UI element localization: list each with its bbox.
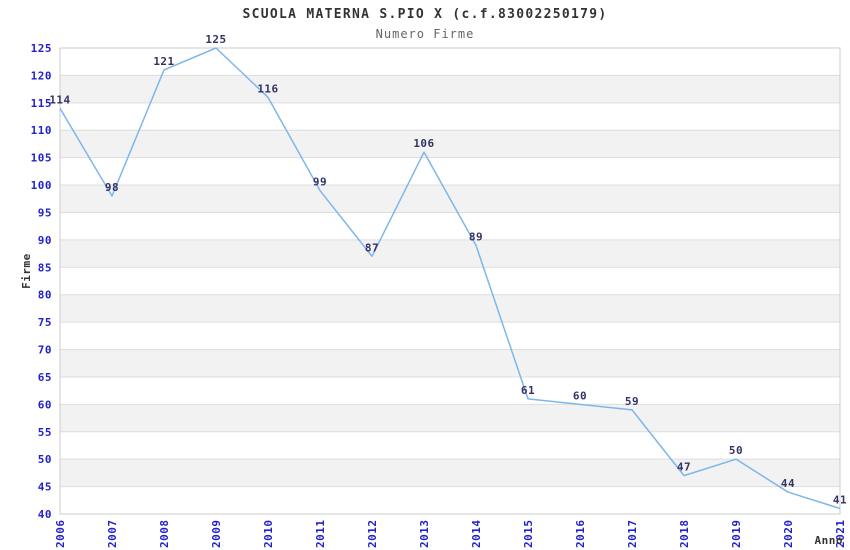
y-tick-label: 50 [38,453,52,466]
y-tick-label: 110 [31,124,52,137]
data-point-label: 87 [365,241,379,254]
y-tick-label: 120 [31,69,52,82]
data-labels-layer: 114 98 121 125 116 99 87 106 89 61 60 59 47 50 44 41 [49,33,847,507]
data-point-label: 47 [677,461,691,474]
data-point-label: 116 [257,82,278,95]
y-tick-label: 55 [38,426,52,439]
y-tick-label: 80 [38,289,52,302]
grid-band [60,239,840,268]
y-tick-label: 115 [31,97,52,110]
x-tick-label: 2017 [626,520,639,549]
x-tick-label: 2010 [262,520,275,549]
data-point-label: 44 [781,477,795,490]
x-tick-label: 2009 [210,520,223,549]
x-tick-label: 2013 [418,520,431,549]
bands-layer [60,75,840,487]
grid-band [60,294,840,323]
data-point-label: 60 [573,389,587,402]
y-tick-label: 75 [38,316,52,329]
x-tick-label: 2021 [834,520,847,549]
grid-band [60,75,840,103]
y-tick-label: 65 [38,371,52,384]
data-point-label: 98 [105,181,119,194]
y-axis-title: Firme [20,253,33,289]
plot-border-layer [59,47,841,515]
x-tick-label: 2019 [730,520,743,549]
tick-labels-layer: 40 45 50 55 60 65 70 75 80 85 90 95 100 105 110 115 120 1… [31,42,847,548]
chart-subtitle: Numero Firme [375,27,475,41]
x-tick-label: 2014 [470,520,483,549]
data-point-label: 59 [625,395,639,408]
y-tick-label: 90 [38,234,52,247]
x-tick-label: 2016 [574,520,587,549]
series-line [59,47,841,510]
y-tick-label: 125 [31,42,52,55]
y-tick-label: 60 [38,398,52,411]
data-point-label: 114 [49,93,70,106]
x-tick-label: 2007 [106,520,119,549]
x-tick-label: 2006 [54,520,67,549]
data-point-label: 125 [205,33,226,46]
data-point-label: 89 [469,230,483,243]
y-tick-label: 95 [38,206,52,219]
x-axis-title: Anno [815,534,844,547]
y-tick-label: 45 [38,481,52,494]
chart-title: SCUOLA MATERNA S.PIO X (c.f.83002250179) [242,7,608,22]
gridlines-layer [60,47,840,515]
data-point-label: 99 [313,176,327,189]
x-tick-label: 2011 [314,520,327,549]
y-tick-label: 105 [31,152,52,165]
data-point-label: 50 [729,444,743,457]
grid-band [60,404,840,432]
y-tick-label: 85 [38,261,52,274]
data-point-label: 106 [413,137,434,150]
x-tick-label: 2012 [366,520,379,549]
data-point-label: 61 [521,384,535,397]
x-tick-label: 2018 [678,520,691,549]
grid-band [60,459,840,487]
grid-band [60,130,840,158]
data-point-label: 121 [153,55,174,68]
x-tick-label: 2020 [782,520,795,549]
x-tick-label: 2015 [522,520,535,549]
grid-band [60,349,840,377]
y-tick-label: 100 [31,179,52,192]
y-tick-label: 40 [38,508,52,521]
data-point-label: 41 [833,494,847,507]
x-tick-label: 2008 [158,520,171,549]
plot-border [59,47,841,515]
series-layer [59,47,841,510]
y-tick-label: 70 [38,344,52,357]
